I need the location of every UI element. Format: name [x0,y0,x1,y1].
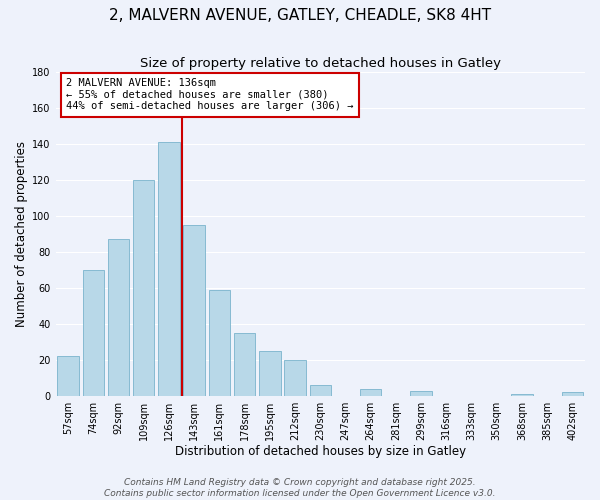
Bar [360,389,382,396]
Bar [58,356,79,396]
Bar [234,333,256,396]
Bar [259,351,281,396]
Text: 2 MALVERN AVENUE: 136sqm
← 55% of detached houses are smaller (380)
44% of semi-: 2 MALVERN AVENUE: 136sqm ← 55% of detach… [66,78,353,112]
Bar [133,180,154,396]
Text: Contains HM Land Registry data © Crown copyright and database right 2025.
Contai: Contains HM Land Registry data © Crown c… [104,478,496,498]
Y-axis label: Number of detached properties: Number of detached properties [15,141,28,327]
Bar [108,240,129,396]
Bar [83,270,104,396]
Bar [410,390,432,396]
Bar [158,142,180,396]
Bar [562,392,583,396]
Bar [310,386,331,396]
Title: Size of property relative to detached houses in Gatley: Size of property relative to detached ho… [140,58,501,70]
Bar [284,360,306,396]
Bar [209,290,230,396]
X-axis label: Distribution of detached houses by size in Gatley: Distribution of detached houses by size … [175,444,466,458]
Bar [511,394,533,396]
Bar [184,225,205,396]
Text: 2, MALVERN AVENUE, GATLEY, CHEADLE, SK8 4HT: 2, MALVERN AVENUE, GATLEY, CHEADLE, SK8 … [109,8,491,22]
